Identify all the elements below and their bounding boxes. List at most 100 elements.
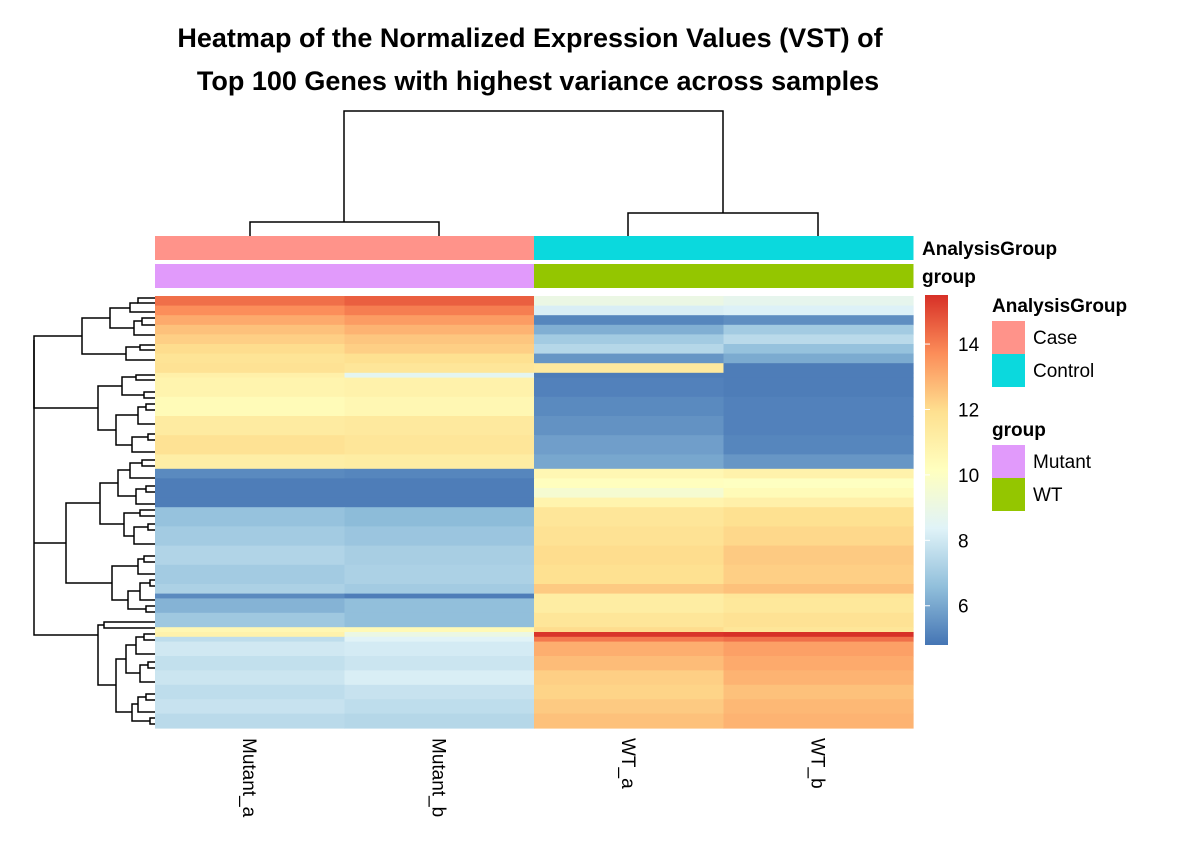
heatmap-cell [534,684,725,700]
heatmap-cell [534,632,725,638]
heatmap-cell [155,670,346,686]
heatmap-cell [155,612,346,628]
heatmap-cell [344,584,535,595]
heatmap-cell [344,497,535,508]
chart-title-line-2: Top 100 Genes with highest variance acro… [197,66,879,96]
chart-title-line-1: Heatmap of the Normalized Expression Val… [177,23,883,53]
heatmap-cell [344,363,535,374]
heatmap-cell [344,656,535,671]
column-label-Mutant_a: Mutant_a [238,738,259,818]
heatmap-cell [344,564,535,585]
heatmap-cell [155,488,346,499]
heatmap-cell [344,377,535,398]
row-dendrogram [33,297,155,725]
heatmap-cell [723,545,914,566]
heatmap-cell [344,372,535,379]
color-scale-tick-label: 10 [958,466,979,487]
heatmap-cell [534,545,725,566]
column-label-WT_b: WT_b [806,738,827,789]
heatmap-cell [155,324,346,335]
heatmap-cell [344,344,535,355]
heatmap-cell [723,593,914,599]
heatmap-cell [344,296,535,307]
legend-swatch [992,445,1025,478]
heatmap-cell [155,684,346,700]
annotation-cell-group-0 [155,264,345,288]
heatmap-cell [534,507,725,527]
heatmap-cell [155,497,346,508]
heatmap-cell [723,684,914,700]
heatmap-cell [534,593,725,599]
heatmap-cell [723,632,914,638]
heatmap-cell [723,468,914,479]
heatmap-cell [534,396,725,417]
heatmap-cell [155,344,346,355]
heatmap-cell [534,488,725,499]
color-scale-gradient [925,295,948,645]
heatmap-cell [534,497,725,508]
heatmap-cell [534,305,725,316]
heatmap-cell [344,636,535,643]
heatmap-cell [534,344,725,355]
color-scale-tick-label: 8 [958,531,969,552]
heatmap-cell [344,627,535,633]
heatmap-cell [723,598,914,614]
heatmap-cell [723,713,914,729]
legend-swatch [992,478,1025,511]
heatmap-cell [155,315,346,326]
heatmap-cell [723,670,914,686]
heatmap-cell [344,324,535,335]
annotation-cell-AnalysisGroup-3 [723,236,914,260]
heatmap-cell [534,699,725,715]
heatmap-cell [534,363,725,374]
heatmap-cell [534,670,725,686]
heatmap-cell [534,636,725,643]
heatmap-cell [534,478,725,489]
heatmap-cell [723,564,914,585]
heatmap-cell [344,699,535,715]
heatmap-cells [155,296,914,729]
heatmap-cell [723,627,914,633]
heatmap-cell [155,636,346,643]
heatmap-cell [723,612,914,628]
heatmap-cell [344,416,535,436]
heatmap-cell [155,372,346,379]
heatmap-cell [155,377,346,398]
heatmap-cell [155,305,346,316]
heatmap-cell [534,584,725,595]
heatmap-cell [344,435,535,455]
heatmap-cell [534,377,725,398]
heatmap-cell [155,699,346,715]
heatmap-cell [534,334,725,345]
legend-swatch [992,321,1025,354]
heatmap-cell [534,612,725,628]
annotation-row-label: group [922,267,976,288]
heatmap-cell [534,713,725,729]
heatmap-cell [155,598,346,614]
heatmap-cell [344,396,535,417]
heatmap-cell [155,334,346,345]
legend-swatch [992,354,1025,387]
legend-title: group [992,420,1046,441]
heatmap-cell [723,372,914,379]
heatmap-cell [723,363,914,374]
heatmap-cell [723,296,914,307]
heatmap-cell [534,641,725,657]
heatmap-cell [534,324,725,335]
heatmap-cell [344,488,535,499]
heatmap-cell [534,315,725,326]
heatmap-cell [344,684,535,700]
heatmap-cell [344,526,535,547]
heatmap-cell [155,564,346,585]
heatmap-cell [155,584,346,595]
heatmap-cell [155,435,346,455]
heatmap-cell [344,305,535,316]
heatmap-cell [723,488,914,499]
heatmap-cell [344,315,535,326]
annotation-legends: AnalysisGroup Case Control group Mutant WT [992,296,1127,511]
heatmap-cell [344,468,535,479]
heatmap-cell [534,454,725,470]
heatmap-cell [723,324,914,335]
heatmap-cell [344,478,535,489]
heatmap-cell [723,656,914,671]
